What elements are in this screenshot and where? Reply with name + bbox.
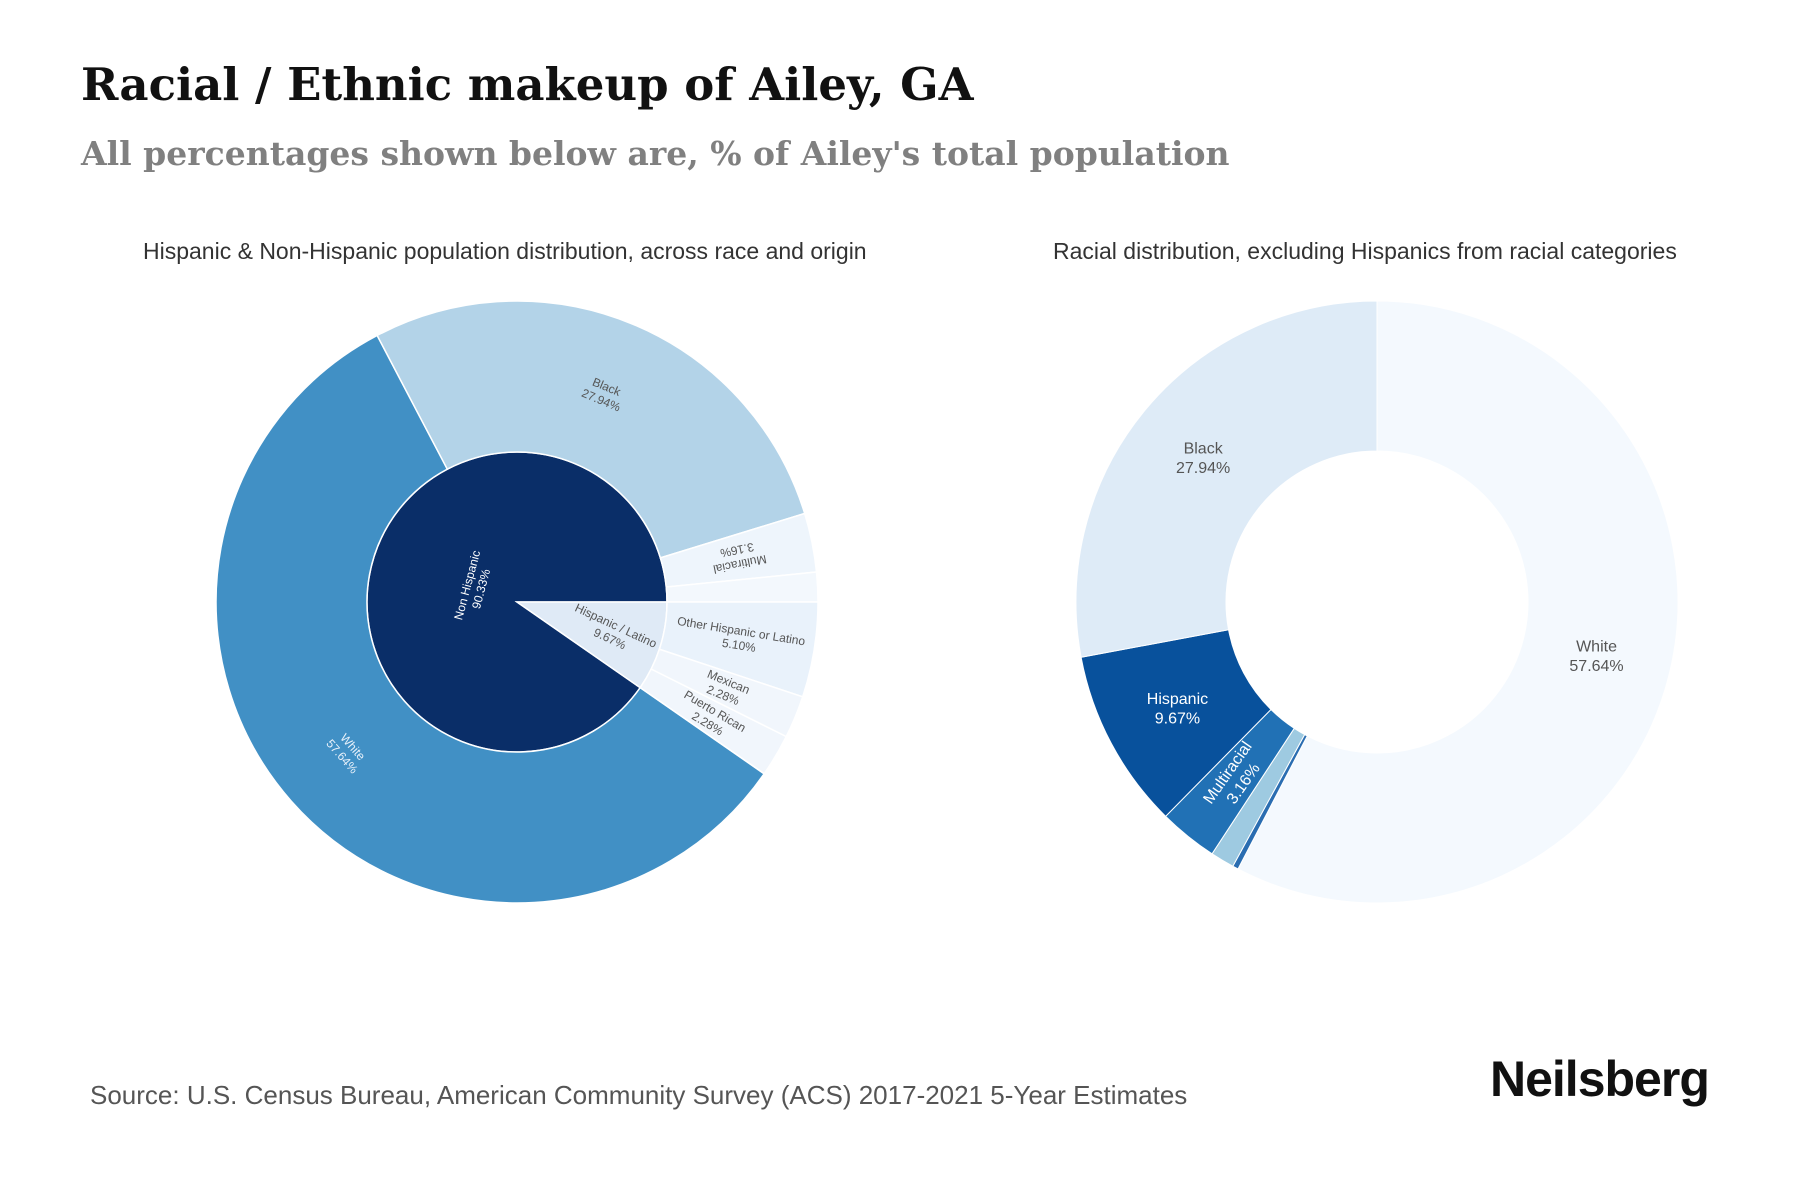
donut-slice-white (1237, 300, 1679, 904)
brand-logo: Neilsberg (1490, 1051, 1710, 1107)
donut-chart: White 57.64%Multiracial3.16%Hispanic 9.67%… (1075, 300, 1679, 904)
sunburst-chart: Non Hispanic90.33%Hispanic / Latino9.67%… (215, 300, 819, 904)
sunburst-title: Hispanic & Non-Hispanic population distr… (143, 238, 867, 264)
sunburst-outer-white (215, 334, 766, 904)
source-note: Source: U.S. Census Bureau, American Com… (90, 1080, 1188, 1110)
donut-slice-black (1075, 300, 1378, 658)
page-subtitle: All percentages shown below are, % of Ai… (81, 134, 1230, 173)
donut-title: Racial distribution, excluding Hispanics… (1053, 238, 1677, 264)
page-title: Racial / Ethnic makeup of Ailey, GA (81, 58, 974, 111)
donut-label-black: Black 27.94% (1176, 441, 1230, 477)
sunburst-outer-black (376, 300, 806, 559)
sunburst-outer-puerto-rican (639, 668, 788, 775)
donut-label-white: White 57.64% (1569, 639, 1623, 675)
donut-label-hispanic: Hispanic 9.67% (1147, 691, 1208, 727)
